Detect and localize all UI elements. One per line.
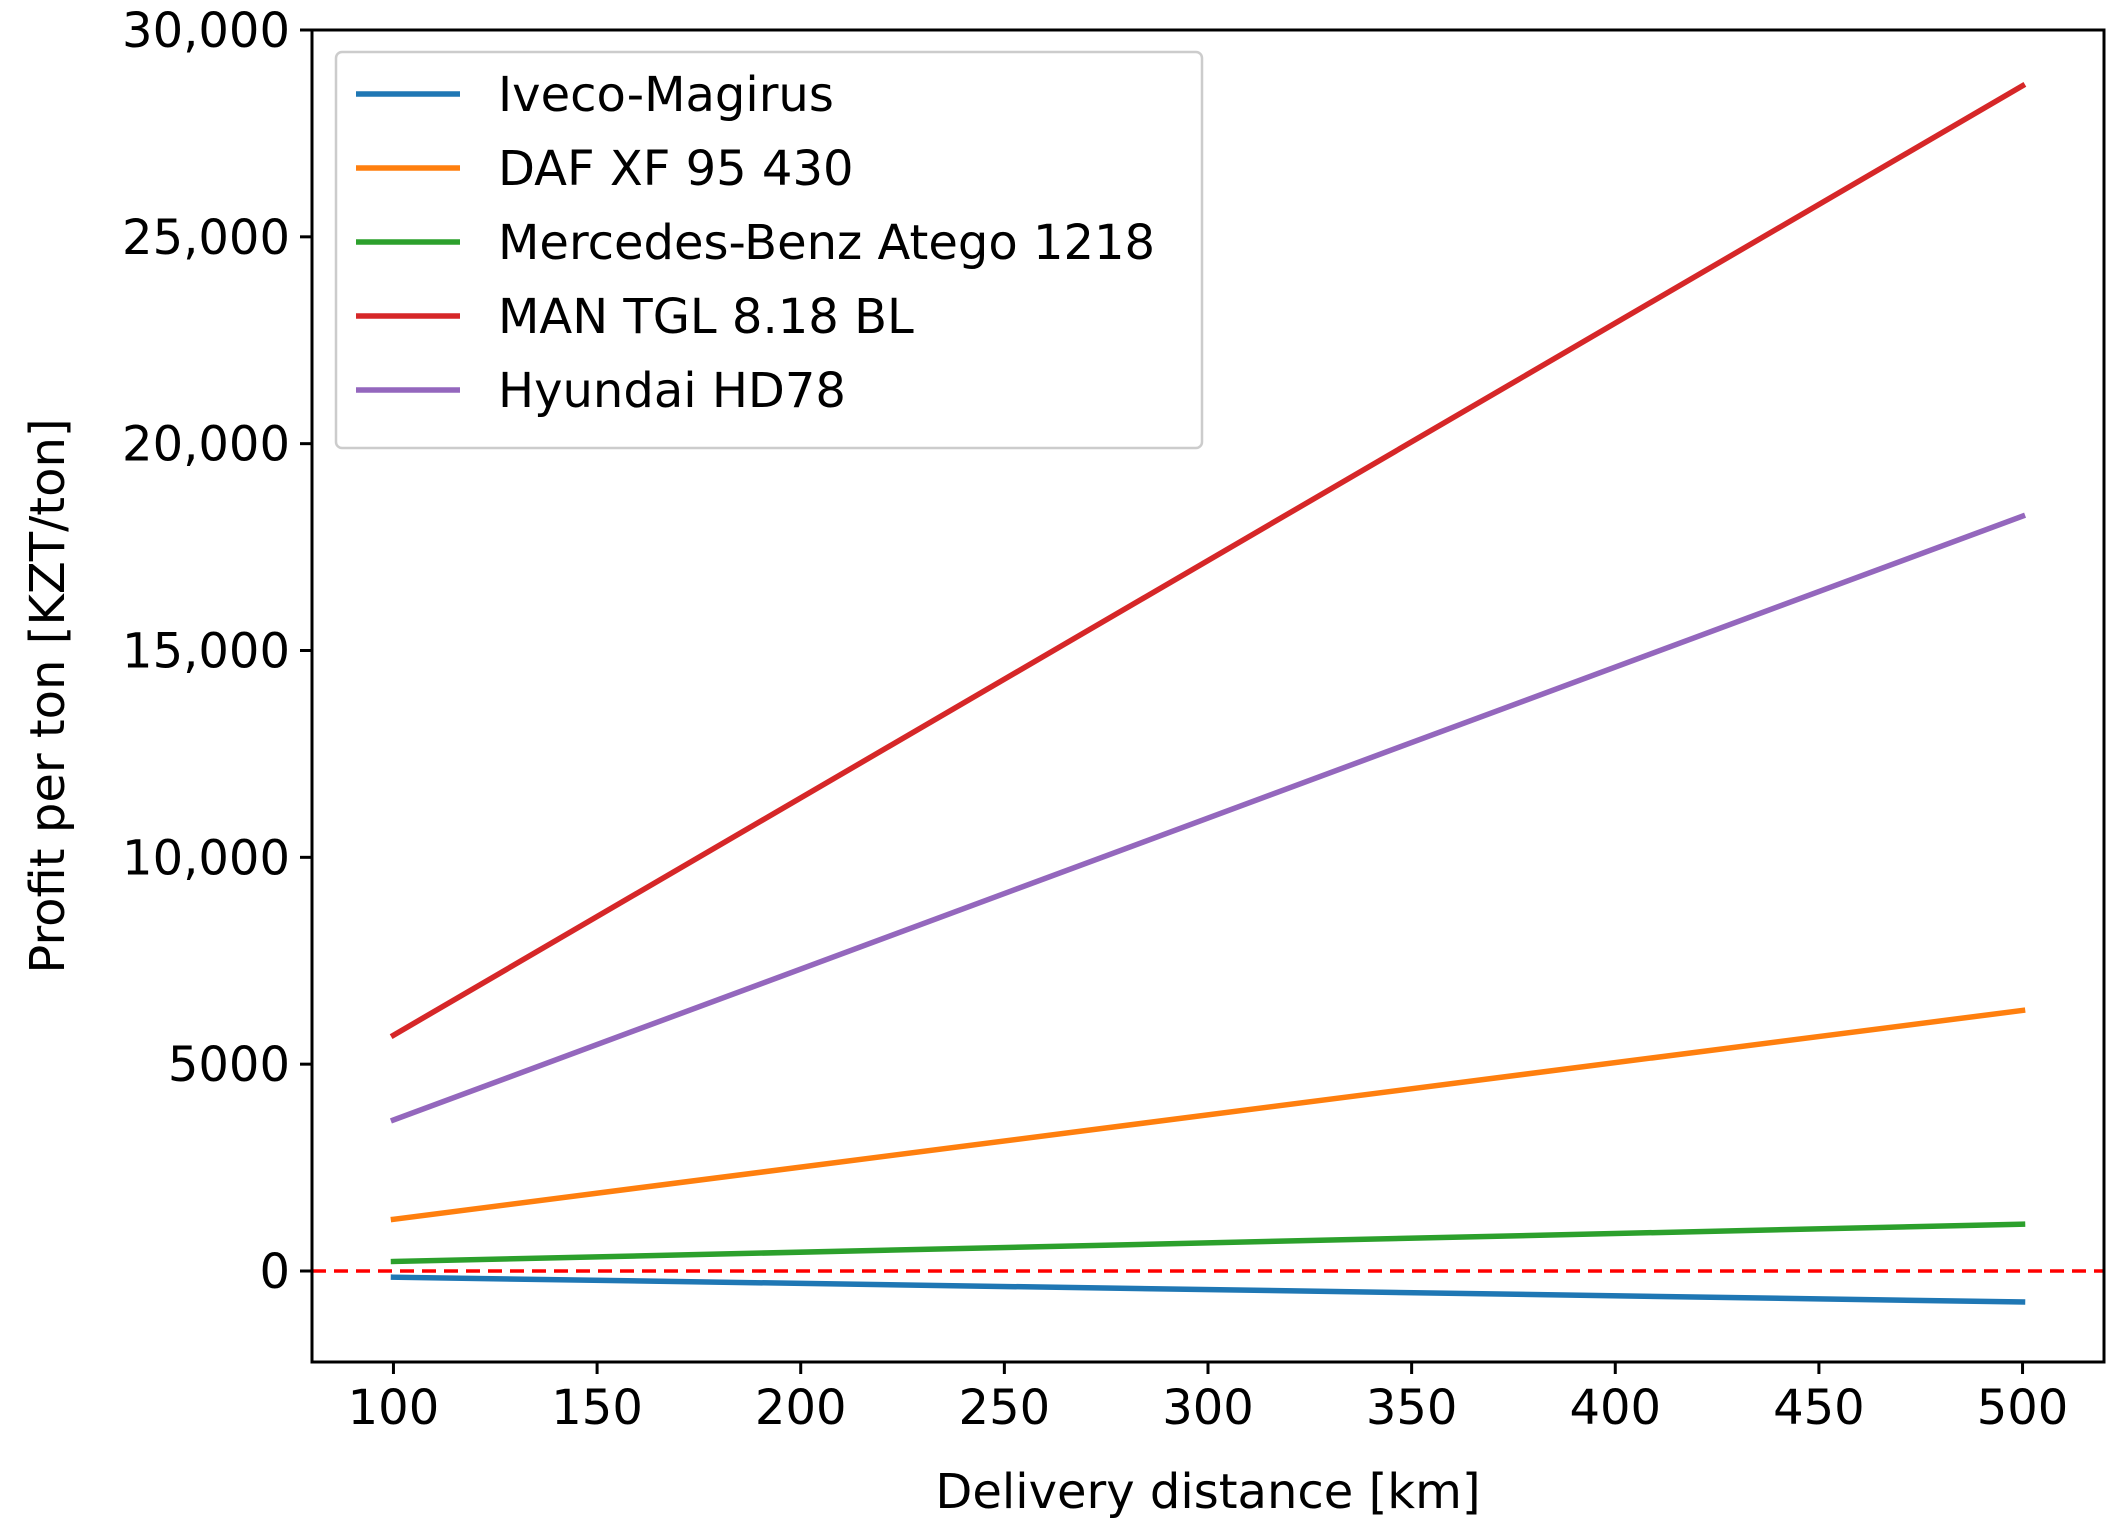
- x-tick-label-5: 350: [1366, 1380, 1458, 1436]
- y-tick-label-5: 25,000: [122, 210, 290, 266]
- x-tick-label-3: 250: [959, 1380, 1051, 1436]
- x-tick-label-6: 400: [1569, 1380, 1661, 1436]
- legend-label-0: Iveco-Magirus: [498, 67, 834, 123]
- series-line-3: [389, 82, 2027, 1039]
- x-tick-label-8: 500: [1977, 1380, 2069, 1436]
- legend-box: [334, 50, 1204, 450]
- y-axis-label: Profit per ton [KZT/ton]: [20, 418, 76, 973]
- axes-layer: 100 150 200 250 300 350 400 450 5000500010,00015…: [122, 3, 2106, 1436]
- series-line-4: [389, 512, 2027, 1124]
- legend-label-2: Mercedes-Benz Atego 1218: [498, 215, 1155, 271]
- series-line-0: [390, 1274, 2026, 1305]
- series-layer: [389, 82, 2027, 1305]
- series-line-2: [390, 1221, 2026, 1265]
- x-tick-label-7: 450: [1773, 1380, 1865, 1436]
- y-tick-label-4: 20,000: [122, 417, 290, 473]
- legend-label-1: DAF XF 95 430: [498, 141, 854, 197]
- x-tick-label-2: 200: [755, 1380, 847, 1436]
- y-tick-label-0: 0: [259, 1244, 290, 1300]
- y-tick-label-3: 15,000: [122, 623, 290, 679]
- legend: Iveco-Magirus DAF XF 95 430 Mercedes-Benz …: [334, 50, 1204, 450]
- y-tick-label-1: 5000: [168, 1037, 290, 1093]
- x-tick-label-1: 150: [551, 1380, 643, 1436]
- x-axis-label: Delivery distance [km]: [935, 1464, 1480, 1520]
- legend-label-3: MAN TGL 8.18 BL: [498, 289, 914, 345]
- y-tick-label-6: 30,000: [122, 3, 290, 59]
- y-tick-label-2: 10,000: [122, 830, 290, 886]
- series-line-1: [390, 1007, 2026, 1223]
- x-tick-label-4: 300: [1162, 1380, 1254, 1436]
- legend-label-4: Hyundai HD78: [498, 363, 846, 419]
- x-tick-label-0: 100: [348, 1380, 440, 1436]
